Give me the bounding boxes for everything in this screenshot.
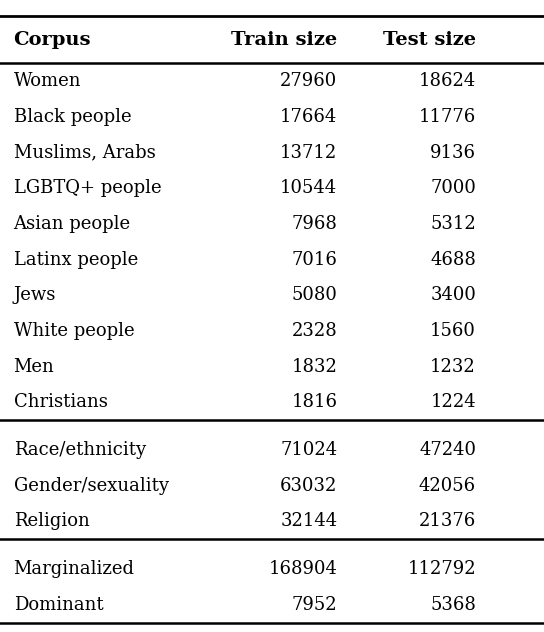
Text: 11776: 11776	[419, 108, 476, 126]
Text: Women: Women	[14, 72, 81, 90]
Text: 27960: 27960	[280, 72, 337, 90]
Text: 17664: 17664	[280, 108, 337, 126]
Text: Jews: Jews	[14, 286, 56, 305]
Text: Muslims, Arabs: Muslims, Arabs	[14, 143, 156, 162]
Text: 1816: 1816	[291, 394, 337, 411]
Text: 9136: 9136	[430, 143, 476, 162]
Text: 32144: 32144	[280, 513, 337, 530]
Text: White people: White people	[14, 322, 134, 340]
Text: 71024: 71024	[280, 441, 337, 459]
Text: 7952: 7952	[292, 596, 337, 614]
Text: 10544: 10544	[280, 179, 337, 197]
Text: 168904: 168904	[268, 560, 337, 578]
Text: Test size: Test size	[383, 30, 476, 49]
Text: 5312: 5312	[430, 215, 476, 233]
Text: 7016: 7016	[292, 251, 337, 269]
Text: Race/ethnicity: Race/ethnicity	[14, 441, 146, 459]
Text: 1232: 1232	[430, 358, 476, 376]
Text: 7968: 7968	[292, 215, 337, 233]
Text: 42056: 42056	[419, 477, 476, 495]
Text: 4688: 4688	[430, 251, 476, 269]
Text: 63032: 63032	[280, 477, 337, 495]
Text: 7000: 7000	[430, 179, 476, 197]
Text: Dominant: Dominant	[14, 596, 103, 614]
Text: Latinx people: Latinx people	[14, 251, 138, 269]
Text: 13712: 13712	[280, 143, 337, 162]
Text: 18624: 18624	[419, 72, 476, 90]
Text: Men: Men	[14, 358, 54, 376]
Text: LGBTQ+ people: LGBTQ+ people	[14, 179, 161, 197]
Text: 2328: 2328	[292, 322, 337, 340]
Text: Train size: Train size	[231, 30, 337, 49]
Text: 112792: 112792	[407, 560, 476, 578]
Text: 21376: 21376	[419, 513, 476, 530]
Text: Marginalized: Marginalized	[14, 560, 134, 578]
Text: Corpus: Corpus	[14, 30, 91, 49]
Text: Religion: Religion	[14, 513, 89, 530]
Text: Asian people: Asian people	[14, 215, 131, 233]
Text: Gender/sexuality: Gender/sexuality	[14, 477, 169, 495]
Text: 1224: 1224	[430, 394, 476, 411]
Text: 1560: 1560	[430, 322, 476, 340]
Text: 5368: 5368	[430, 596, 476, 614]
Text: 5080: 5080	[292, 286, 337, 305]
Text: 3400: 3400	[430, 286, 476, 305]
Text: 47240: 47240	[419, 441, 476, 459]
Text: 1832: 1832	[292, 358, 337, 376]
Text: Christians: Christians	[14, 394, 108, 411]
Text: Black people: Black people	[14, 108, 131, 126]
